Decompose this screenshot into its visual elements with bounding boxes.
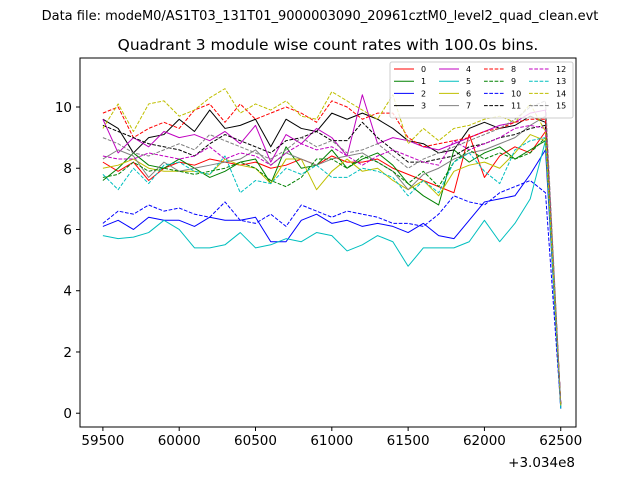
plot-frame — [79, 57, 577, 428]
legend-label-10: 10 — [511, 89, 521, 98]
legend-label-4: 4 — [466, 65, 471, 74]
y-tick-label-2: 2 — [63, 345, 72, 361]
x-offset-label: +3.034e8 — [508, 455, 575, 471]
legend-label-6: 6 — [466, 89, 471, 98]
series-line-12 — [102, 124, 562, 405]
legend-label-7: 7 — [466, 102, 471, 111]
y-tick-label-0: 0 — [63, 406, 72, 422]
legend-label-9: 9 — [511, 77, 516, 86]
legend-label-14: 14 — [556, 89, 566, 98]
x-tick-label-62500: 62500 — [539, 433, 582, 449]
legend-label-1: 1 — [421, 77, 426, 86]
y-tick-label-6: 6 — [63, 222, 72, 238]
legend-label-15: 15 — [556, 102, 566, 111]
legend-label-0: 0 — [421, 65, 426, 74]
x-tick-label-60500: 60500 — [234, 433, 277, 449]
series-line-13 — [102, 137, 562, 408]
x-tick-label-61500: 61500 — [387, 433, 430, 449]
series-line-2 — [102, 149, 562, 409]
y-tick-label-10: 10 — [55, 100, 72, 116]
legend-label-2: 2 — [421, 89, 426, 98]
series-line-4 — [102, 94, 562, 405]
legend-label-13: 13 — [556, 77, 566, 86]
chart-title: Quadrant 3 module wise count rates with … — [118, 36, 539, 54]
x-tick-label-62000: 62000 — [463, 433, 506, 449]
y-tick-label-4: 4 — [63, 284, 72, 300]
legend-label-8: 8 — [511, 65, 516, 74]
legend-label-11: 11 — [511, 102, 521, 111]
series-layer — [102, 88, 562, 409]
y-tick-label-8: 8 — [63, 161, 72, 177]
series-line-9 — [102, 137, 562, 406]
legend-label-3: 3 — [421, 102, 426, 111]
series-line-10 — [102, 179, 562, 408]
series-line-1 — [102, 140, 562, 406]
x-tick-label-59500: 59500 — [81, 433, 124, 449]
x-tick-label-60000: 60000 — [158, 433, 201, 449]
legend-label-5: 5 — [466, 77, 471, 86]
legend-frame — [389, 61, 574, 119]
series-line-8 — [102, 100, 562, 405]
legend-label-12: 12 — [556, 65, 566, 74]
series-line-5 — [102, 140, 562, 409]
series-line-14 — [102, 88, 562, 406]
axes-layer: 59500 60000 60500 61000 61500 62000 62500 0 2 4 6 8… — [55, 57, 582, 449]
series-line-15 — [102, 100, 562, 405]
figure-suptitle: Data file: modeM0/AS1T03_131T01_90000030… — [42, 9, 599, 24]
series-line-3 — [102, 109, 562, 405]
x-tick-label-61000: 61000 — [310, 433, 353, 449]
